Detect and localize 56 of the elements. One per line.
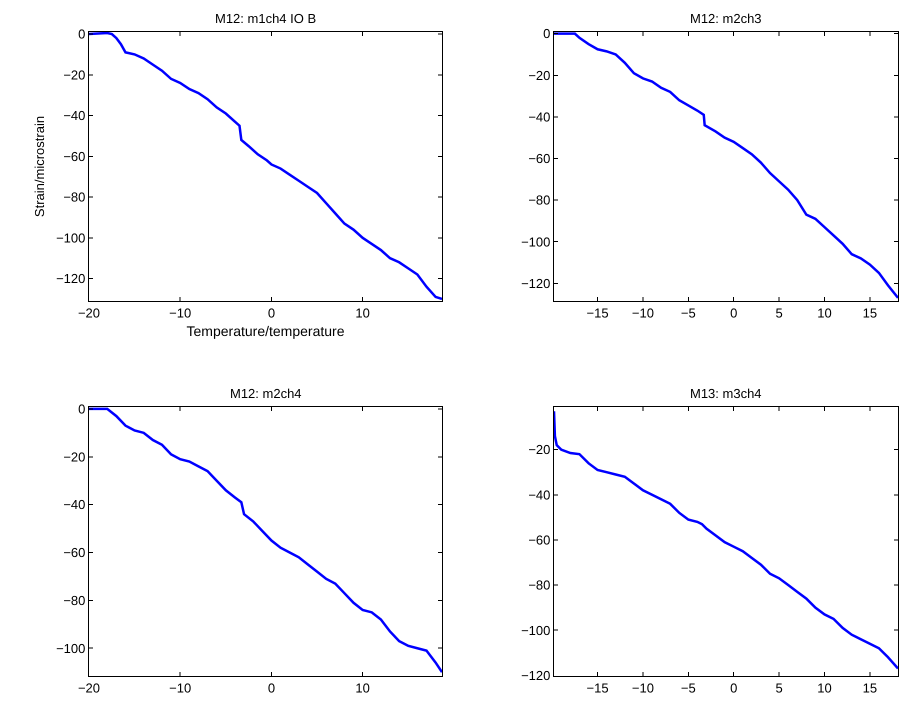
chart-title: M12: m2ch3 <box>690 11 762 26</box>
y-tick-label: −20 <box>528 68 550 83</box>
y-tick-label: −60 <box>63 148 86 164</box>
x-tick-label: −5 <box>680 306 696 321</box>
y-tick-label: −80 <box>528 578 550 593</box>
x-tick-label: −10 <box>632 306 654 321</box>
x-tick-label: 15 <box>862 306 878 321</box>
y-axis-title: Strain/microstrain <box>32 116 48 218</box>
x-tick-label: 10 <box>817 680 832 696</box>
y-tick-label: 0 <box>543 26 550 42</box>
line-series <box>554 32 898 300</box>
y-tick-label: −80 <box>63 190 86 205</box>
chart-title: M13: m3ch4 <box>690 386 762 401</box>
y-tick-label: −40 <box>63 108 86 124</box>
y-tick-label: −60 <box>63 545 86 560</box>
x-tick-label: 10 <box>355 306 370 321</box>
line-series <box>89 408 442 674</box>
x-tick-label: 10 <box>817 306 832 321</box>
y-tick-label: −100 <box>521 234 550 250</box>
y-tick-label: −40 <box>63 497 86 512</box>
y-tick-label: −60 <box>528 532 550 548</box>
y-tick-label: −100 <box>56 230 86 246</box>
y-tick-label: −40 <box>528 109 550 124</box>
y-tick-label: −20 <box>63 449 86 464</box>
y-tick-label: −60 <box>528 151 550 166</box>
y-tick-label: 0 <box>78 26 86 42</box>
y-tick-label: −80 <box>63 592 86 608</box>
y-tick-label: −120 <box>56 271 86 286</box>
x-tick-label: 0 <box>730 306 738 321</box>
x-tick-label: 0 <box>730 680 738 696</box>
x-tick-label: −10 <box>169 306 192 321</box>
y-tick-label: −80 <box>528 192 550 208</box>
y-tick-label: −120 <box>521 668 550 683</box>
chart-title: M12: m1ch4 IO B <box>215 11 316 26</box>
y-tick-label: −120 <box>521 276 550 291</box>
x-axis-title: Temperature/temperature <box>186 322 345 339</box>
y-tick-label: −20 <box>528 442 550 458</box>
x-tick-label: 15 <box>862 680 878 696</box>
y-tick-label: 0 <box>78 401 86 416</box>
y-tick-label: −20 <box>63 67 86 82</box>
x-tick-label: 10 <box>355 680 370 696</box>
x-tick-label: −15 <box>586 680 609 696</box>
x-tick-label: −10 <box>169 680 192 696</box>
x-tick-label: −5 <box>680 680 696 696</box>
chart-title: M12: m2ch4 <box>230 386 302 401</box>
x-tick-label: −15 <box>586 306 609 321</box>
x-tick-label: 0 <box>268 680 276 696</box>
x-tick-label: 5 <box>775 680 783 696</box>
x-tick-label: 0 <box>268 306 276 321</box>
y-tick-label: −40 <box>528 487 550 502</box>
y-tick-label: −100 <box>521 622 550 638</box>
x-tick-label: −10 <box>632 680 654 696</box>
y-tick-label: −100 <box>56 640 86 656</box>
line-series <box>554 410 898 670</box>
x-tick-label: 5 <box>775 306 783 321</box>
line-series <box>89 32 442 300</box>
